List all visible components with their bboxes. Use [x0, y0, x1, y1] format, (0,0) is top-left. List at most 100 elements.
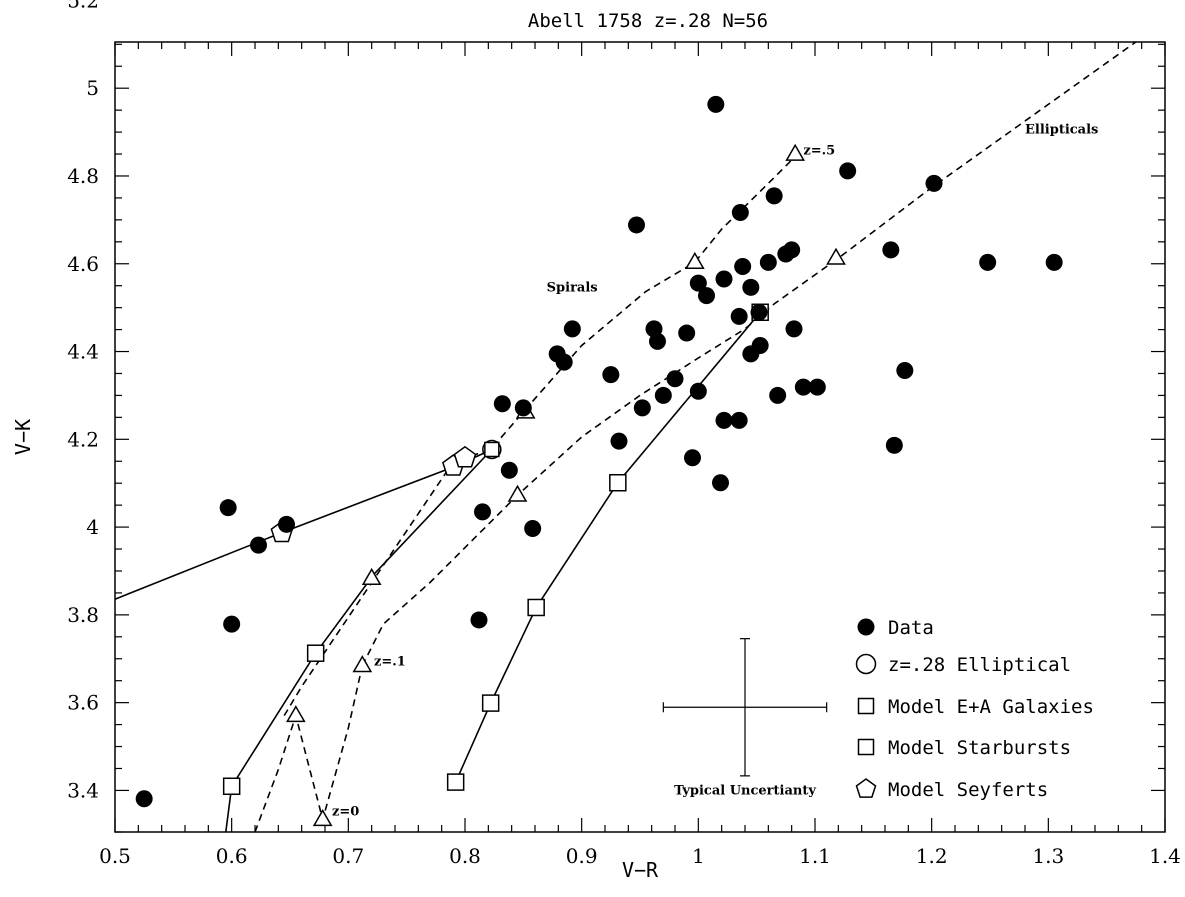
- data-point: [765, 187, 783, 205]
- data-point: [493, 395, 511, 413]
- data-point: [500, 461, 518, 479]
- data-point: [715, 411, 733, 429]
- axis-ticks: [114, 42, 1166, 833]
- y-tick-label: 5.2: [67, 0, 99, 12]
- data-point: [1045, 253, 1063, 271]
- data-point: [219, 499, 237, 517]
- legend-label: Model Starbursts: [888, 737, 1071, 759]
- data-point: [896, 361, 914, 379]
- x-tick-label: 0.6: [216, 844, 248, 868]
- data-point: [689, 382, 707, 400]
- low-z-model-triangle: [312, 809, 333, 827]
- data-point: [979, 253, 997, 271]
- y-tick-label: 3.8: [67, 603, 99, 627]
- data-point: [882, 241, 900, 259]
- annotation-label: z=.1: [374, 655, 406, 670]
- starburst-model-square: [609, 473, 627, 492]
- data-point: [715, 270, 733, 288]
- elliptical-z028-square: [484, 441, 500, 458]
- spiral-model-triangle: [361, 567, 382, 585]
- data-point: [783, 241, 801, 259]
- spiral-model-triangle: [285, 705, 306, 723]
- low-z-track-line: [254, 665, 364, 833]
- annotation-label: Spirals: [547, 280, 598, 295]
- x-tick-label: 0.5: [99, 844, 131, 868]
- data-point: [654, 386, 672, 404]
- data-point: [759, 253, 777, 271]
- spiral-model-triangle: [785, 143, 806, 161]
- spirals-track-line: [283, 153, 799, 717]
- legend-label: Model E+A Galaxies: [888, 696, 1094, 718]
- x-tick-label: 1.2: [916, 844, 948, 868]
- legend-marker-seyfert: [855, 778, 877, 798]
- annotation-label: z=0: [332, 804, 359, 819]
- data-point: [250, 536, 267, 554]
- starburst-model-line: [454, 311, 761, 783]
- y-tick-label: 4.2: [67, 427, 99, 451]
- data-point: [474, 503, 491, 521]
- x-tick-label: 1.1: [799, 844, 831, 868]
- legend-label: z=.28 Elliptical: [888, 654, 1071, 676]
- data-point: [602, 366, 620, 384]
- y-tick-label: 3.4: [67, 778, 99, 802]
- typical-uncertainty-cross: [662, 638, 828, 777]
- y-tick-label: 4.4: [67, 340, 99, 364]
- x-tick-label: 1.4: [1149, 844, 1181, 868]
- data-point: [742, 278, 760, 296]
- data-point: [769, 386, 787, 404]
- data-point: [730, 411, 748, 429]
- data-point: [808, 378, 826, 396]
- legend-marker-elliptical: [855, 653, 877, 675]
- y-tick-label: 4.6: [67, 252, 99, 276]
- data-point: [750, 303, 768, 321]
- data-point: [794, 378, 812, 396]
- data-point: [524, 519, 542, 537]
- data-point: [555, 353, 573, 371]
- data-point: [730, 307, 748, 325]
- x-tick-label: 1: [692, 844, 705, 868]
- spiral-model-triangle: [684, 251, 705, 269]
- starburst-model-square: [481, 694, 500, 712]
- data-point: [684, 449, 701, 467]
- data-point: [470, 611, 488, 629]
- data-point: [563, 320, 581, 338]
- x-tick-label: 0.7: [332, 844, 364, 868]
- elliptical-model-triangle: [826, 247, 846, 265]
- x-tick-label: 0.9: [566, 844, 598, 868]
- annotations: z=.5 Ellipticals Spirals z=.1 z=0 Typical Unc…: [332, 122, 1098, 819]
- data-point: [785, 320, 803, 338]
- legend-label: Model Seyferts: [888, 779, 1048, 801]
- data-point: [731, 203, 749, 221]
- starburst-model-square: [446, 773, 465, 791]
- y-tick-label: 3.6: [67, 691, 99, 715]
- x-tick-label: 1.3: [1032, 844, 1064, 868]
- data-points: [135, 95, 1063, 808]
- chart-title: Abell 1758 z=.28 N=56: [528, 10, 768, 32]
- annotation-label: Ellipticals: [1025, 122, 1098, 137]
- plot-frame: [114, 41, 1166, 833]
- annotation-label: z=.5: [803, 143, 835, 158]
- seyfert-model-pentagon: [453, 445, 477, 468]
- data-point: [633, 399, 651, 417]
- x-axis-label: V−R: [622, 858, 659, 882]
- data-point: [925, 174, 943, 192]
- data-point: [885, 436, 903, 454]
- x-tick-label: 0.8: [449, 844, 481, 868]
- low-z-model-triangle: [352, 655, 373, 673]
- data-point: [751, 337, 769, 355]
- legend-marker-data: [857, 618, 875, 636]
- elliptical-model-triangle: [507, 484, 528, 502]
- data-point: [278, 515, 295, 533]
- legend-marker-square: [857, 697, 875, 715]
- legend-label: Data: [888, 617, 934, 639]
- y-tick-label: 4.8: [67, 164, 99, 188]
- legend-marker-square: [857, 738, 875, 756]
- tick-labels: 0.5 0.6 0.7 0.8 0.9 1 1.1 1.2 1.3 1.4 3.4 3.6 3.8 4 4.…: [67, 0, 1181, 868]
- starburst-model-square: [527, 598, 545, 617]
- data-point: [649, 332, 666, 350]
- y-tick-label: 5: [86, 76, 99, 100]
- data-point: [666, 370, 684, 388]
- data-point: [734, 258, 752, 276]
- data-point: [698, 287, 715, 305]
